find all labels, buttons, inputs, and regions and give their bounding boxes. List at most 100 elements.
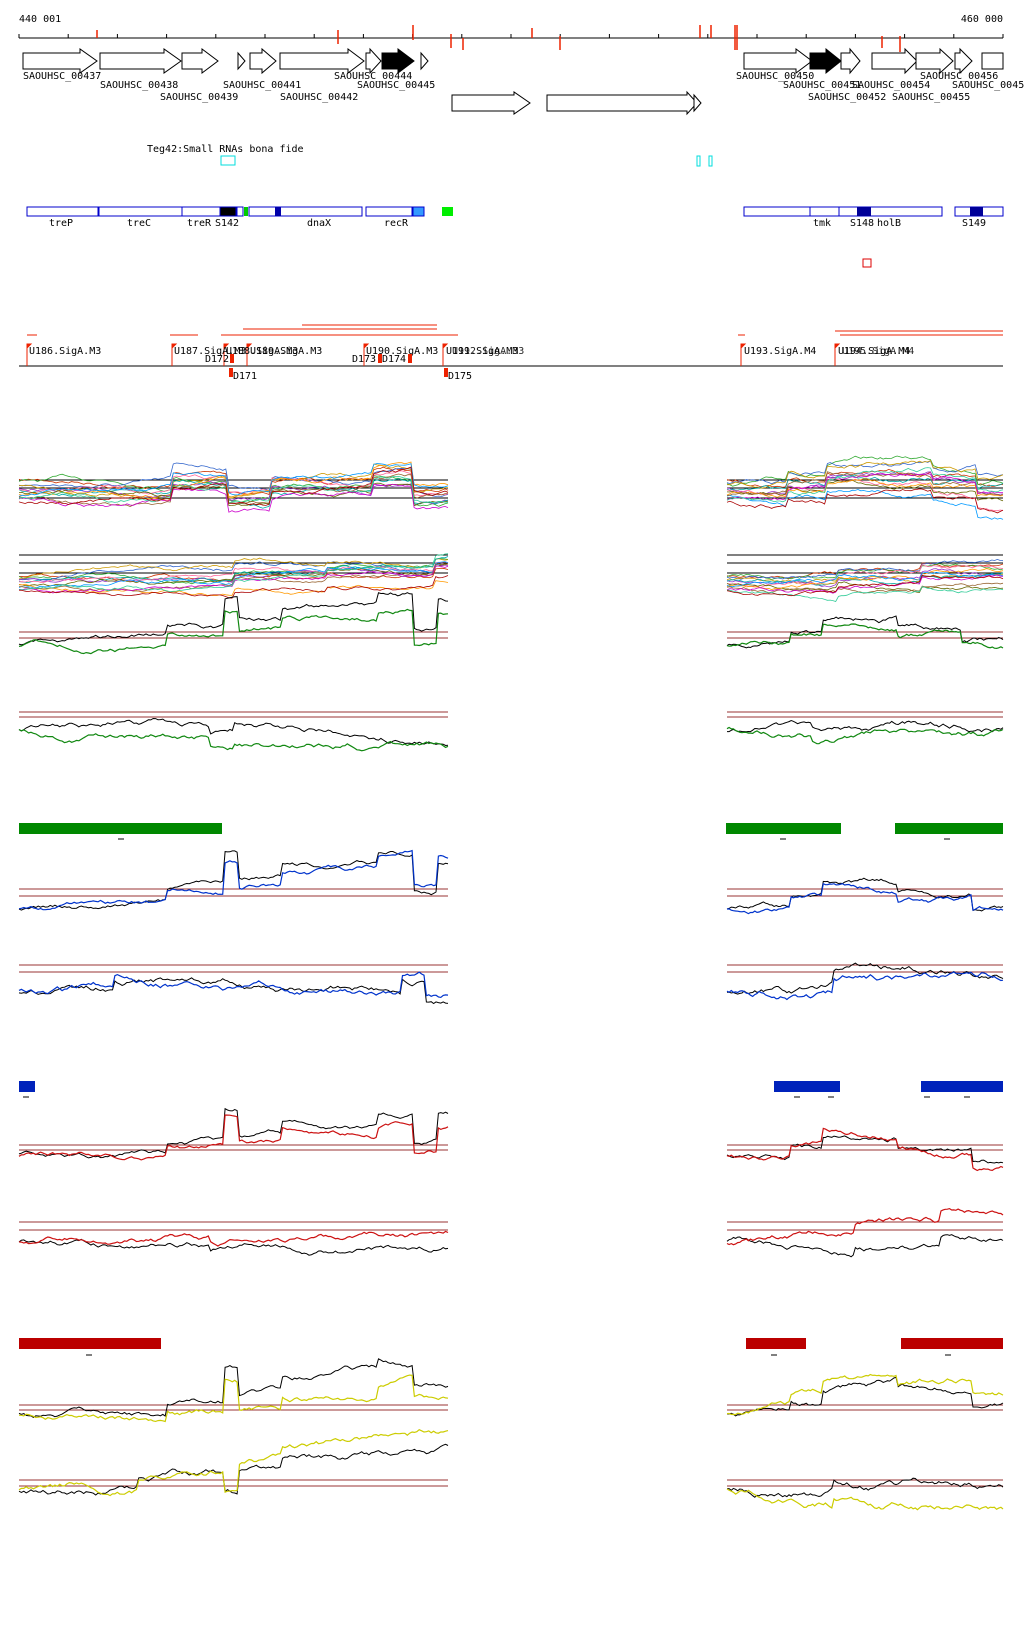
profile-line bbox=[18, 1114, 449, 1161]
terminator-mark[interactable] bbox=[230, 354, 234, 363]
promoter-flag[interactable] bbox=[834, 343, 841, 366]
green-condition-bar[interactable] bbox=[726, 823, 841, 834]
profile-line bbox=[727, 719, 1004, 733]
terminator-mark[interactable] bbox=[444, 368, 448, 377]
profile-line bbox=[726, 472, 1004, 491]
gene-label: SAOUHSC_00450 bbox=[736, 71, 814, 82]
blue-condition-bar[interactable] bbox=[19, 1081, 35, 1092]
operon-segment[interactable] bbox=[442, 207, 453, 216]
feature-marker[interactable] bbox=[862, 258, 872, 268]
profile-line bbox=[18, 463, 448, 500]
profile-line bbox=[726, 962, 1004, 995]
gene-arrow[interactable] bbox=[954, 47, 973, 75]
gene-arrow[interactable] bbox=[840, 47, 861, 75]
profile-line bbox=[18, 1374, 449, 1423]
profile-line bbox=[726, 1135, 1004, 1164]
profile-line bbox=[726, 877, 1004, 912]
gene-arrow[interactable] bbox=[420, 51, 429, 71]
promoter-label: U190.SigA.M3 bbox=[366, 346, 438, 357]
gene-label: SAOUHSC_00437 bbox=[23, 71, 101, 82]
operon-segment[interactable] bbox=[275, 207, 281, 216]
srna-feature[interactable] bbox=[220, 155, 236, 166]
promoter-label: U195.SigA.M4 bbox=[842, 346, 914, 357]
gene-arrow[interactable] bbox=[279, 48, 365, 74]
promoter-flag[interactable] bbox=[363, 343, 370, 366]
green-condition-bar[interactable] bbox=[895, 823, 1003, 834]
gene-arrow[interactable] bbox=[237, 51, 246, 71]
profile-line bbox=[18, 1443, 449, 1496]
profile-line bbox=[726, 1477, 1004, 1498]
red-condition-bar[interactable] bbox=[901, 1338, 1003, 1349]
profile-line bbox=[726, 467, 1004, 503]
gene-arrow[interactable] bbox=[181, 48, 219, 74]
srna-feature[interactable] bbox=[708, 155, 713, 167]
terminator-mark[interactable] bbox=[378, 354, 382, 363]
profile-line bbox=[18, 473, 449, 507]
gene-arrow[interactable] bbox=[693, 93, 702, 113]
terminator-mark[interactable] bbox=[229, 368, 233, 377]
operon-label: treR bbox=[187, 218, 212, 229]
operon-segment[interactable] bbox=[26, 206, 99, 217]
promoter-flag[interactable] bbox=[26, 343, 33, 366]
gene-arrow[interactable] bbox=[451, 91, 531, 115]
promoter-label: U186.SigA.M3 bbox=[29, 346, 101, 357]
profile-line bbox=[18, 592, 449, 646]
promoter-label: U193.SigA.M4 bbox=[744, 346, 816, 357]
operon-segment[interactable] bbox=[248, 206, 363, 217]
green-condition-bar[interactable] bbox=[19, 823, 222, 834]
gene-arrow[interactable] bbox=[22, 48, 98, 74]
operon-segment[interactable] bbox=[838, 206, 943, 217]
operon-segment[interactable] bbox=[743, 206, 811, 217]
gene-label: SAOUHSC_00456 bbox=[920, 71, 998, 82]
gene-arrow[interactable] bbox=[365, 47, 382, 75]
promoter-flag[interactable] bbox=[246, 343, 253, 366]
red-condition-bar[interactable] bbox=[19, 1338, 161, 1349]
gene-arrow[interactable] bbox=[249, 47, 277, 75]
promoter-flag[interactable] bbox=[171, 343, 178, 366]
srna-feature[interactable] bbox=[696, 155, 701, 167]
profile-line bbox=[18, 1107, 449, 1159]
profile-line bbox=[18, 580, 449, 596]
profile-line bbox=[726, 623, 1004, 650]
terminator-label: D172 bbox=[205, 354, 229, 365]
promoter-track: U186.SigA.M3 U187.SigA.M3 U188.SigA.M3 U… bbox=[19, 324, 1003, 382]
gene-arrow-highlighted[interactable] bbox=[809, 47, 842, 75]
promoter-flag[interactable] bbox=[740, 343, 747, 366]
operon-segment[interactable] bbox=[219, 206, 237, 217]
operon-label: S149 bbox=[962, 218, 986, 229]
profile-line bbox=[726, 586, 1004, 602]
gene-arrow[interactable] bbox=[915, 47, 954, 75]
red-condition-bar[interactable] bbox=[746, 1338, 806, 1349]
operon-segment[interactable] bbox=[236, 206, 244, 217]
gene-arrow[interactable] bbox=[871, 47, 918, 75]
operon-segment[interactable] bbox=[98, 206, 183, 217]
profile-line bbox=[18, 475, 449, 504]
blue-condition-bar[interactable] bbox=[774, 1081, 840, 1092]
gene-arrow[interactable] bbox=[546, 90, 698, 116]
profile-line bbox=[726, 471, 1004, 496]
axis-start-label: 440 001 bbox=[19, 14, 61, 25]
promoter-flag[interactable] bbox=[442, 343, 449, 366]
operon-segment[interactable] bbox=[181, 206, 221, 217]
operon-segment[interactable] bbox=[412, 206, 425, 217]
operon-segment[interactable] bbox=[970, 207, 983, 216]
operon-segment[interactable] bbox=[857, 207, 871, 216]
gene-arrow[interactable] bbox=[99, 48, 182, 74]
gene-arrow-highlighted[interactable] bbox=[381, 48, 415, 74]
operon-segment[interactable] bbox=[365, 206, 413, 217]
operon-segment[interactable] bbox=[244, 207, 248, 216]
terminator-mark[interactable] bbox=[408, 354, 412, 363]
terminator-marks bbox=[229, 354, 448, 377]
operon-segment[interactable] bbox=[809, 206, 840, 217]
terminator-label: D171 bbox=[233, 371, 257, 382]
operon-label: holB bbox=[877, 218, 901, 229]
profile-line bbox=[18, 564, 449, 583]
blue-condition-bar[interactable] bbox=[921, 1081, 1003, 1092]
profile-line bbox=[18, 473, 449, 507]
profile-line bbox=[18, 971, 449, 999]
profile-line bbox=[18, 470, 449, 497]
promoter-flag[interactable] bbox=[223, 343, 230, 366]
gene-arrow[interactable] bbox=[743, 48, 813, 74]
profile-line bbox=[18, 728, 449, 752]
gene-arrow[interactable] bbox=[981, 52, 1004, 70]
